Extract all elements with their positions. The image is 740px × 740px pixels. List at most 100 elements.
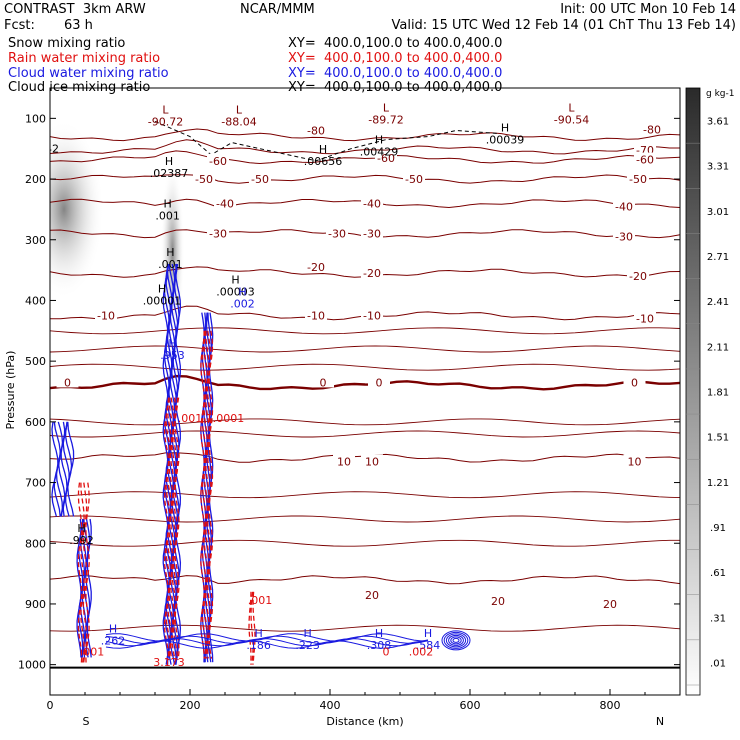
contour-value-label: .002 [409, 646, 434, 659]
temperature-label-bg [613, 199, 635, 212]
temperature-contour [50, 374, 680, 391]
cloud-water-contour [443, 631, 469, 649]
x-tick-label: 600 [460, 699, 481, 712]
temperature-label-bg [305, 123, 327, 136]
extremum-symbol: H [424, 627, 432, 640]
temperature-label-bg [613, 229, 635, 242]
temperature-contour [50, 174, 680, 184]
extremum-symbol: H [158, 282, 166, 295]
temperature-contour [50, 363, 680, 371]
extremum-value: .02387 [150, 167, 189, 180]
temperature-label-bg [249, 172, 271, 185]
temperature-label-bg [326, 226, 348, 239]
temperature-label-bg [361, 308, 383, 321]
y-tick-label: 400 [25, 294, 46, 307]
temperature-contour [50, 327, 680, 335]
extremum-symbol: H [303, 627, 311, 640]
temperature-contour [50, 128, 680, 142]
temperature-label-bg [623, 375, 646, 388]
extremum-symbol: H [375, 134, 383, 147]
extremum-value: .001 [158, 258, 183, 271]
x-axis-label: Distance (km) [326, 715, 403, 728]
y-tick-label: 1000 [18, 659, 46, 672]
temperature-label-bg [193, 172, 215, 185]
temperature-label-bg [214, 196, 236, 209]
contour-value-label: .001 [248, 594, 273, 607]
extremum-symbol: H [375, 627, 383, 640]
temperature-label-bg [627, 269, 649, 282]
temperature-label-bg [312, 375, 334, 388]
temperature-label-bg [361, 454, 383, 467]
temperature-label-bg [634, 142, 656, 155]
temperature-contour [50, 515, 680, 523]
extremum-value: .00003 [216, 285, 255, 298]
temperature-label: -80 [643, 123, 661, 136]
y-tick-label: 900 [25, 598, 46, 611]
temperature-label: 10 [337, 455, 351, 468]
y-tick-label: 500 [25, 355, 46, 368]
colorbar-label: 1.51 [707, 433, 729, 444]
temperature-label: -50 [251, 173, 269, 186]
extremum-value: .002 [230, 297, 255, 310]
temperature-label-bg [634, 311, 656, 324]
temperature-label-bg [403, 172, 425, 185]
colorbar-label: .31 [710, 613, 726, 624]
temperature-label: -60 [377, 152, 395, 165]
extremum-value: .584 [416, 639, 441, 652]
temperature-label-bg [361, 587, 383, 600]
rain-water-contour [250, 591, 254, 665]
cloud-water-contour [86, 518, 92, 658]
temperature-contour [50, 139, 680, 155]
temperature-contour [50, 539, 680, 547]
rain-water-contour [208, 330, 214, 659]
extremum-symbol: L [383, 101, 390, 114]
temperature-label: 10 [365, 455, 379, 468]
snow-shading [50, 119, 185, 342]
y-tick-label: 800 [25, 537, 46, 550]
temperature-label-bg [487, 593, 509, 606]
colorbar-label: .01 [710, 658, 726, 669]
temperature-label: -30 [363, 228, 381, 241]
x-end-label-left: S [83, 715, 90, 728]
temperature-label: 20 [365, 589, 379, 602]
snow-shading-plume [50, 119, 104, 300]
colorbar-unit: g kg-1 [706, 89, 734, 99]
field-xy-snow: XY= 400.0,100.0 to 400.0,400.0 [288, 36, 503, 51]
extremum-value: .186 [246, 639, 271, 652]
temperature-label: -50 [405, 173, 423, 186]
extremum-value: .223 [295, 639, 320, 652]
colorbar-label: 2.41 [707, 297, 729, 308]
cloud-water-contour [105, 640, 429, 649]
temperature-label: -10 [97, 310, 115, 323]
snow-shading-plume [160, 161, 185, 342]
temperature-label: -40 [363, 197, 381, 210]
temperature-label-bg [305, 260, 327, 273]
rain-water-contour [82, 482, 88, 665]
colorbar-label: 3.01 [707, 207, 729, 218]
temperature-label-bg [361, 226, 383, 239]
extremum-symbol: L [162, 103, 169, 116]
temperature-label-bg [368, 375, 390, 388]
temperature-label: 0 [320, 376, 327, 389]
extremum-symbol: H [168, 337, 176, 350]
temperature-label-bg [361, 266, 383, 279]
temperature-label-bg [641, 122, 663, 135]
rain-water-contour [248, 591, 252, 665]
contour-value-label: 3.173 [153, 656, 185, 669]
contour-labels: -80 -80-70-60 -60 -60-50 -50 -50 -50-40 -40 -40-… [50, 101, 663, 669]
extremum-value: -90.54 [554, 113, 589, 126]
field-xy-rain: XY= 400.0,100.0 to 400.0,400.0 [288, 51, 503, 66]
cloud-water-contour [105, 635, 429, 644]
x-tick-label: 0 [47, 699, 54, 712]
temperature-label: -30 [209, 228, 227, 241]
contour-value-label: .001 [80, 646, 105, 659]
temperature-label-bg [56, 375, 79, 388]
extremum-value: .00429 [360, 146, 399, 159]
colorbar-label: 3.31 [707, 162, 729, 173]
temperature-label: 20 [491, 595, 505, 608]
field-name-rain: Rain water mixing ratio [8, 51, 161, 66]
temperature-label: -30 [615, 231, 633, 244]
source-label: NCAR/MMM [240, 2, 315, 17]
rain-water-contour [77, 482, 83, 665]
extremum-symbol: H [238, 285, 246, 298]
